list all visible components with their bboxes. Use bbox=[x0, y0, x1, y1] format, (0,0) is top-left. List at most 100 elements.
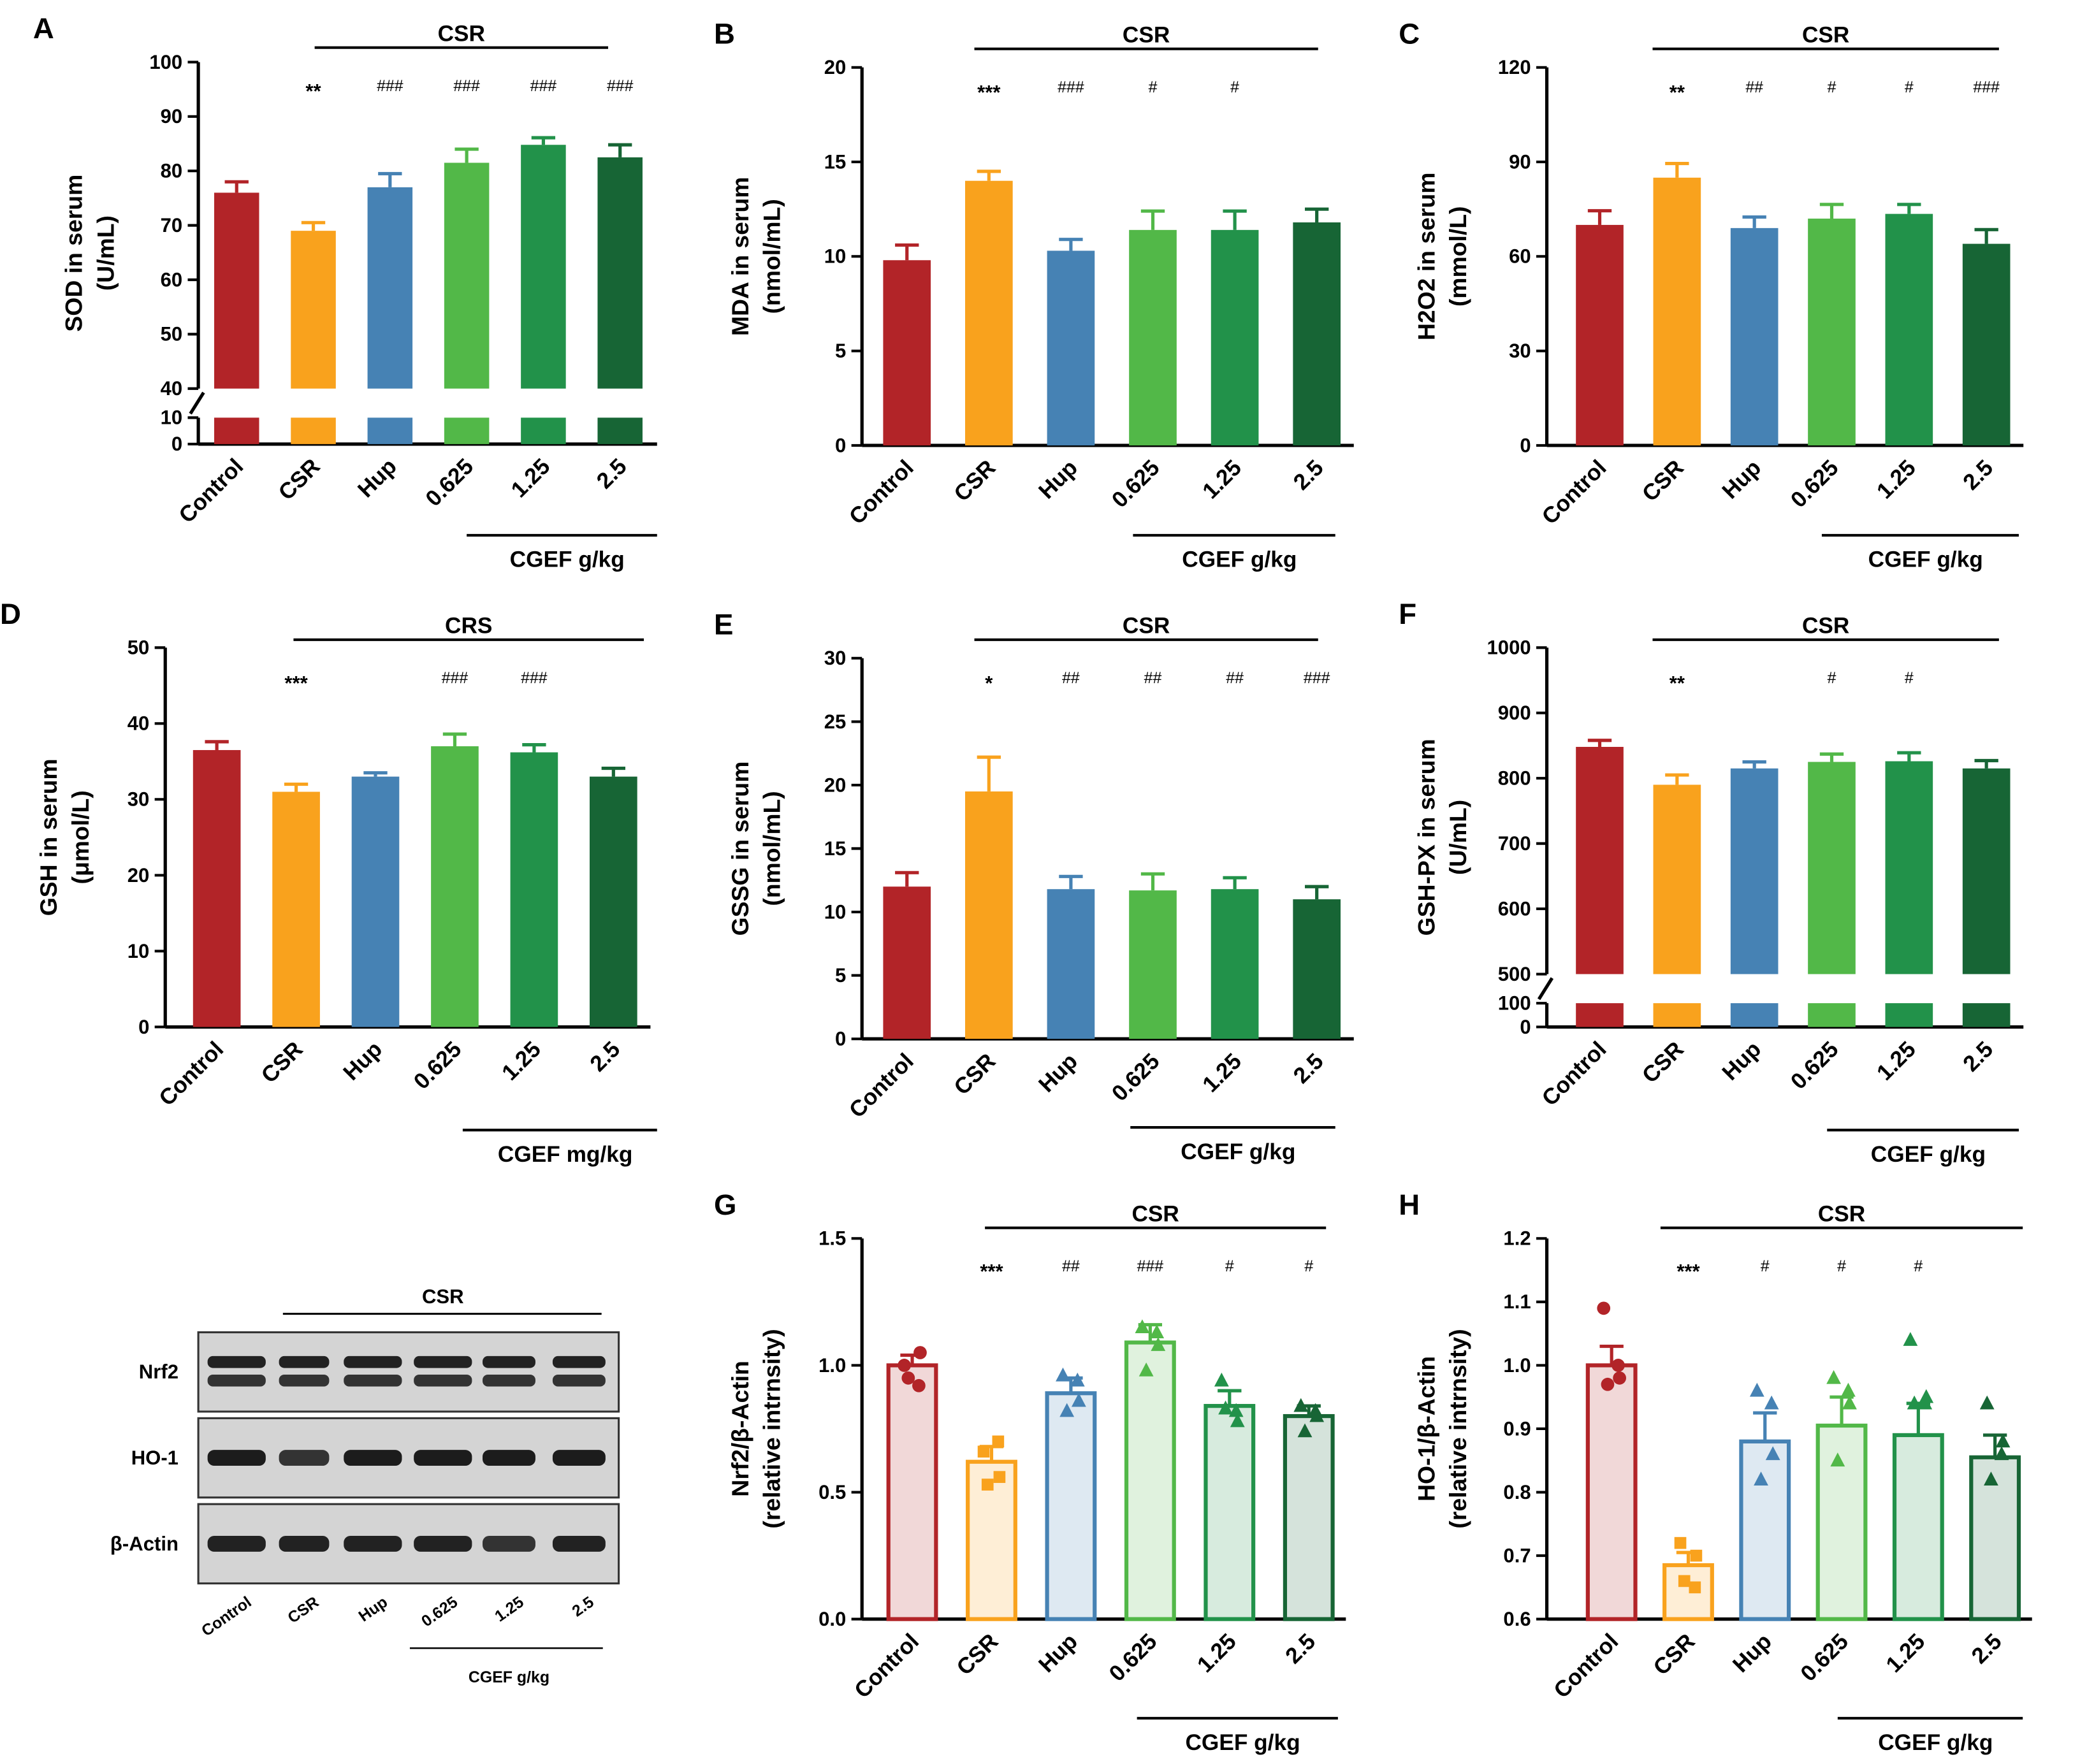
bar bbox=[883, 886, 931, 1039]
significance-label: ### bbox=[1058, 78, 1084, 96]
axis-break-mark bbox=[189, 391, 205, 415]
data-point bbox=[1749, 1382, 1764, 1397]
bar-lower-segment bbox=[291, 417, 336, 444]
x-tick-label-group: 2.5 bbox=[1967, 1629, 2006, 1668]
y-tick-label: 0.6 bbox=[1503, 1608, 1531, 1630]
y-tick-label: 90 bbox=[161, 105, 183, 127]
data-point bbox=[1293, 1398, 1309, 1412]
panel-letter: B bbox=[714, 17, 735, 50]
blot-row-beta-actin: β-Actin bbox=[110, 1503, 620, 1585]
y-tick-label: 80 bbox=[161, 160, 183, 182]
western-blot: CSR Nrf2 HO-1 β-Actin Control CSR Hup 0.625 1.25… bbox=[110, 1285, 620, 1686]
significance-label: ### bbox=[377, 77, 404, 95]
x-tick-label: 2.5 bbox=[1281, 1629, 1320, 1668]
y-axis-label: SOD in serum (U/mL) bbox=[61, 175, 119, 332]
y-tick-label: 30 bbox=[127, 788, 150, 811]
blot-band bbox=[552, 1356, 606, 1368]
significance-label: ### bbox=[1973, 78, 2000, 96]
y-axis-label: GSH in serum (μmol/L) bbox=[35, 758, 94, 916]
y-tick-label: 0.9 bbox=[1503, 1417, 1531, 1440]
x-tick-label-group: 1.25 bbox=[1872, 1037, 1921, 1085]
x-tick-label: 0.625 bbox=[1786, 455, 1844, 512]
bar bbox=[886, 1363, 938, 1621]
significance-label: ### bbox=[521, 669, 548, 687]
x-tick-label: 0.625 bbox=[1796, 1629, 1853, 1686]
y-tick-label: 20 bbox=[824, 56, 847, 78]
y-tick-label: 800 bbox=[1498, 767, 1531, 790]
x-tick-label-group: 2.5 bbox=[1958, 1037, 1998, 1076]
blot-lane-label-group: Control bbox=[198, 1593, 255, 1640]
dose-group-label: CGEF g/kg bbox=[1181, 1139, 1295, 1164]
x-tick-label: Hup bbox=[338, 1037, 387, 1085]
y-axis-label-line2: (relative intrnsity) bbox=[1444, 1329, 1471, 1528]
data-point bbox=[898, 1359, 911, 1372]
bar bbox=[1808, 762, 1856, 974]
x-tick-label: Hup bbox=[1034, 1049, 1082, 1097]
panel-d: D 50 40 30 20 10 0 GSH in serum (μmol/L) Control C… bbox=[0, 598, 657, 1167]
group-bracket-label: CSR bbox=[1802, 22, 1849, 47]
x-tick-label-group: Hup bbox=[1034, 1629, 1082, 1677]
bar bbox=[1662, 1563, 1714, 1621]
blot-band bbox=[483, 1356, 535, 1368]
significance-label: # bbox=[1828, 78, 1837, 96]
y-tick-label: 15 bbox=[824, 150, 847, 173]
significance-label: ### bbox=[1137, 1257, 1164, 1275]
x-tick-label: CSR bbox=[1638, 455, 1689, 506]
bar bbox=[1885, 213, 1933, 445]
x-tick-label-group: 0.625 bbox=[1105, 1629, 1162, 1686]
x-tick-label: CSR bbox=[949, 1049, 1000, 1100]
blot-band bbox=[279, 1356, 330, 1368]
bar bbox=[444, 163, 490, 389]
bar-lower-segment bbox=[214, 417, 259, 444]
data-point bbox=[1841, 1382, 1856, 1397]
x-tick-label-group: CSR bbox=[256, 1037, 307, 1088]
bar bbox=[1962, 243, 2011, 445]
y-axis-label-line1: HO-1/β-Actin bbox=[1413, 1356, 1439, 1501]
y-axis-label-line2: (U/mL) bbox=[1444, 800, 1471, 875]
y-tick-label: 0 bbox=[835, 1028, 846, 1050]
y-axis-label-line2: (U/mL) bbox=[92, 215, 119, 291]
significance-label: ### bbox=[442, 669, 469, 687]
data-point bbox=[1678, 1575, 1691, 1587]
bar bbox=[589, 776, 637, 1027]
x-tick-label: 1.25 bbox=[1193, 1629, 1241, 1677]
data-point bbox=[1919, 1389, 1934, 1403]
bar bbox=[1124, 1340, 1176, 1621]
x-tick-label-group: 0.625 bbox=[421, 454, 478, 511]
x-tick-label-group: Control bbox=[845, 1049, 919, 1123]
y-tick-label: 50 bbox=[127, 637, 150, 659]
panel-b: B 20 15 10 5 0 MDA in serum (nmol/mL) Control CSR… bbox=[714, 17, 1354, 572]
y-axis-label: GSH-PX in serum (U/mL) bbox=[1413, 739, 1471, 936]
y-axis-label-line1: MDA in serum bbox=[727, 177, 753, 336]
y-tick-label: 1.5 bbox=[818, 1227, 846, 1250]
dose-group-label: CGEF g/kg bbox=[1868, 547, 1983, 572]
bar bbox=[1585, 1363, 1638, 1621]
panel-letter: E bbox=[714, 609, 733, 641]
x-tick-label: 1.25 bbox=[1872, 1037, 1921, 1085]
x-tick-label: Control bbox=[845, 1049, 919, 1123]
x-tick-label: 2.5 bbox=[1958, 455, 1998, 495]
y-tick-label: 5 bbox=[835, 964, 846, 987]
x-tick-label: 2.5 bbox=[592, 454, 632, 493]
blot-row-label: Nrf2 bbox=[139, 1361, 178, 1383]
y-tick-label: 1.2 bbox=[1503, 1227, 1531, 1250]
bar bbox=[1293, 222, 1341, 445]
x-tick-label: 0.625 bbox=[421, 454, 478, 511]
y-tick-label: 0 bbox=[835, 434, 846, 456]
y-tick-label: 15 bbox=[824, 837, 847, 860]
significance-label: * bbox=[985, 672, 993, 695]
y-axis-label-line1: SOD in serum bbox=[61, 175, 87, 332]
x-tick-label-group: 0.625 bbox=[1786, 455, 1844, 512]
y-tick-label: 0.7 bbox=[1503, 1544, 1531, 1566]
blot-lane-label: Control bbox=[198, 1593, 255, 1640]
data-point bbox=[1690, 1549, 1703, 1562]
blot-lane-label-group: 1.25 bbox=[491, 1593, 527, 1626]
bar bbox=[1047, 889, 1095, 1039]
y-tick-label: 25 bbox=[824, 711, 847, 733]
significance-label: *** bbox=[977, 82, 1001, 104]
x-tick-label-group: Hup bbox=[1717, 1037, 1766, 1085]
x-tick-label-group: Hup bbox=[1034, 455, 1082, 503]
data-point bbox=[977, 1445, 990, 1458]
panel-letter: D bbox=[0, 598, 21, 630]
